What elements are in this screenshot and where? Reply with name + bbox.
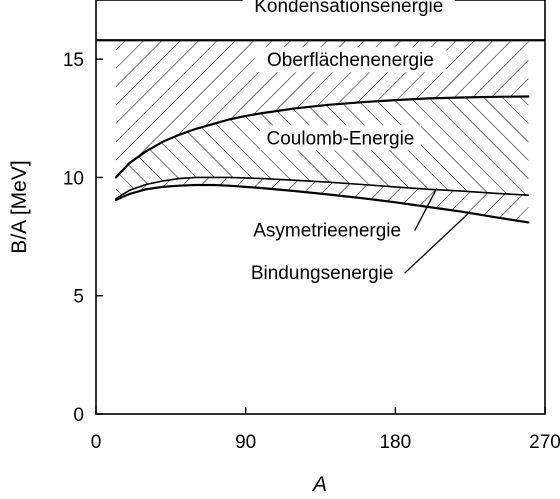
x-tick-label-90: 90 — [235, 432, 256, 453]
x-tick-label-270: 270 — [529, 432, 560, 453]
y-tick-label-10: 10 — [63, 168, 84, 189]
label-oberfl-chenenergie: Oberflächenenergie — [267, 50, 434, 71]
label-kondensationsenergie: Kondensationsenergie — [254, 0, 443, 17]
pointer-bindungsenergie — [404, 211, 471, 274]
curve-bindungsenergie — [114, 183, 530, 224]
label-coulomb-energie: Coulomb-Energie — [267, 128, 415, 149]
label-bg-coulomb-energie — [259, 125, 421, 151]
y-tick-label-5: 5 — [73, 287, 84, 308]
curve-coulomb-energie — [115, 176, 530, 200]
pointer-asymetrieenergie — [414, 187, 438, 231]
plot-frame — [95, 0, 546, 415]
axis-ticks: 0 90 180 270 0 5 10 15 — [63, 50, 560, 453]
label-bg-kondensationsenergie — [242, 0, 455, 18]
energy-curves — [96, 39, 545, 224]
y-axis-label: B/A [MeV] — [8, 160, 31, 253]
label-bindungsenergie: Bindungsenergie — [251, 263, 394, 284]
label-bg-oberfl-chenenergie — [254, 47, 447, 73]
x-tick-label-0: 0 — [91, 432, 102, 453]
region-coulomb-energie-bindungsenergie — [116, 177, 529, 223]
y-tick-label-15: 15 — [63, 50, 84, 71]
label-bg-bindungsenergie — [241, 260, 403, 286]
region-annotations: Kondensationsenergie Oberflächenenergie Co… — [241, 0, 471, 286]
region-kondensationsenergie-oberfl-chenenergie — [116, 40, 529, 178]
curve-oberfl-chenenergie — [114, 95, 530, 179]
x-tick-label-180: 180 — [379, 432, 411, 453]
label-bg-asymetrieenergie — [241, 217, 413, 243]
label-asymetrieenergie: Asymetrieenergie — [253, 221, 401, 242]
x-axis-label: A — [311, 473, 327, 496]
y-tick-label-0: 0 — [73, 405, 84, 426]
